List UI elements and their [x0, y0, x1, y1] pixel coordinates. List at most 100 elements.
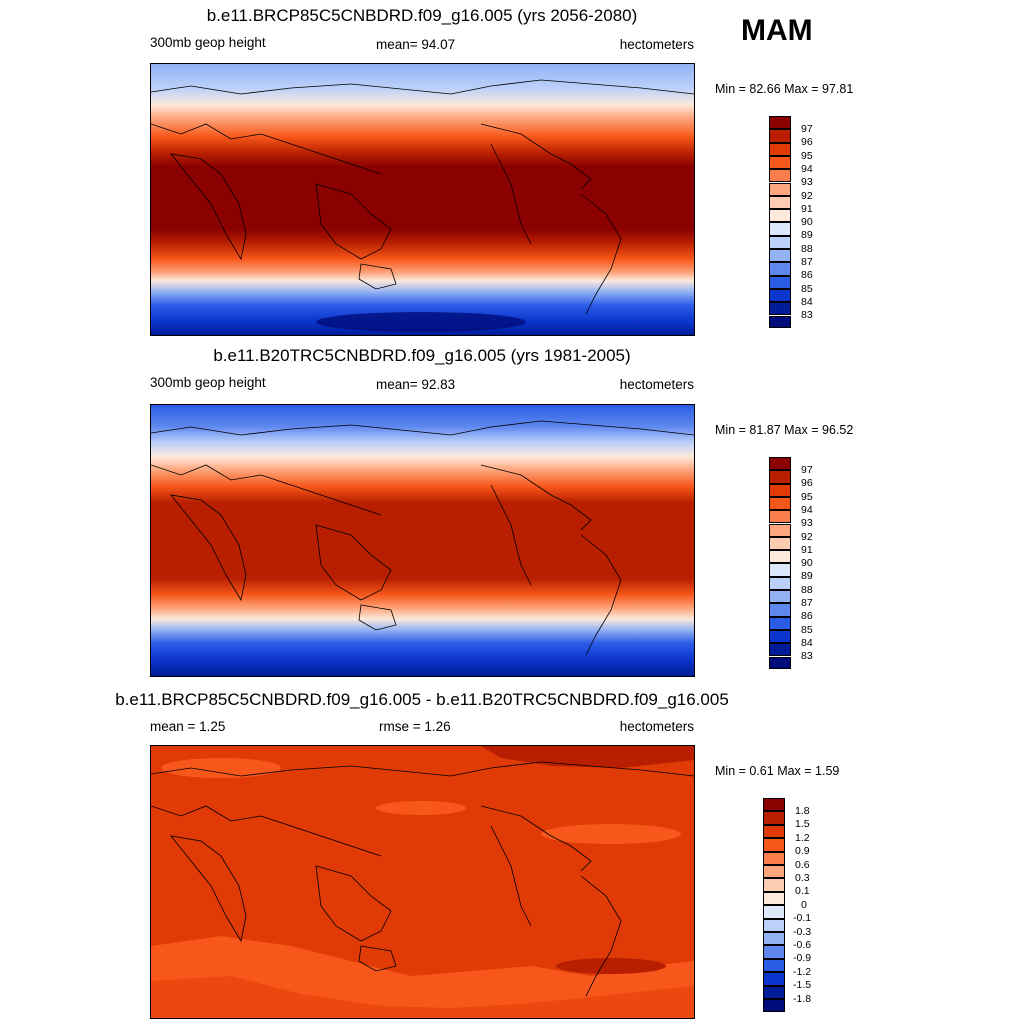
cb2-box-4: [769, 510, 791, 524]
cb2-box-10: [769, 590, 791, 604]
cb1-label-12: 85: [801, 282, 813, 295]
cb3-box-9: [763, 918, 785, 932]
cb3-box-0: [763, 798, 785, 812]
cb2-label-14: 83: [801, 650, 813, 663]
cb2-box-14: [769, 643, 791, 657]
cb3-label-2: 1.2: [795, 831, 810, 844]
panel-2-minmax: Min = 81.87 Max = 96.52: [715, 423, 854, 437]
cb1-box-4: [769, 169, 791, 183]
cb2-label-1: 96: [801, 477, 813, 490]
cb2-label-8: 89: [801, 570, 813, 583]
cb3-box-4: [763, 851, 785, 865]
cb2-box-6: [769, 536, 791, 551]
cb1-box-15: [769, 315, 791, 328]
panel-3-units-label: hectometers: [619, 719, 694, 734]
cb1-label-5: 92: [801, 189, 813, 202]
cb1-label-7: 90: [801, 216, 813, 229]
cb1-label-10: 87: [801, 256, 813, 268]
cb2-box-0: [769, 457, 791, 471]
cb1-box-14: [769, 302, 791, 316]
panel-2-map: [150, 404, 695, 677]
cb2-box-13: [769, 629, 791, 644]
panel-1-map: [150, 63, 695, 336]
cb2-label-10: 87: [801, 597, 813, 609]
cb1-box-9: [769, 235, 791, 249]
cb2-label-13: 84: [801, 636, 813, 649]
cb3-box-8: [763, 905, 785, 919]
panel-3-title: b.e11.BRCP85C5CNBDRD.f09_g16.005 - b.e11…: [115, 690, 729, 709]
cb1-label-4: 93: [801, 176, 813, 189]
cb2-label-6: 91: [801, 543, 813, 556]
panel-1-units-label: hectometers: [619, 37, 694, 52]
cb2-box-2: [769, 483, 791, 497]
cb3-box-1: [763, 811, 785, 825]
cb1-label-14: 83: [801, 309, 813, 322]
cb2-label-9: 88: [801, 583, 813, 596]
cb1-box-0: [769, 116, 791, 130]
cb3-box-12: [763, 958, 785, 973]
cb1-label-9: 88: [801, 242, 813, 255]
cb3-label-11: -0.9: [793, 952, 812, 965]
panel-3-colorbar: 1.8 1.5 1.2 0.9 0.6 0.3 0.1 0 -0.1 -0.3 …: [763, 798, 833, 1012]
cb1-label-6: 91: [801, 202, 813, 215]
cb2-label-12: 85: [801, 623, 813, 636]
panel-3-rmse-label: rmse = 1.26: [379, 719, 451, 734]
cb3-label-9: -0.3: [793, 925, 812, 938]
cb3-box-14: [763, 985, 785, 999]
cb1-box-11: [769, 262, 791, 276]
cb2-label-4: 93: [801, 517, 813, 530]
cb1-box-3: [769, 155, 791, 170]
cb3-label-8: -0.1: [793, 912, 812, 925]
cb1-box-5: [769, 182, 791, 196]
cb1-label-3: 94: [801, 162, 813, 175]
cb1-box-2: [769, 142, 791, 156]
panel-1-variable-label: 300mb geop height: [150, 35, 266, 50]
cb1-box-8: [769, 222, 791, 236]
cb2-box-15: [769, 656, 791, 669]
cb2-box-12: [769, 616, 791, 630]
panel-2-mean-label: mean= 92.83: [376, 377, 456, 392]
cb3-label-10: -0.6: [793, 939, 812, 951]
cb3-box-15: [763, 999, 785, 1012]
cb2-box-8: [769, 563, 791, 577]
panel-2-title: b.e11.B20TRC5CNBDRD.f09_g16.005 (yrs 198…: [213, 346, 631, 365]
cb3-box-7: [763, 891, 785, 906]
cb2-label-11: 86: [801, 610, 813, 623]
cb1-label-2: 95: [801, 149, 813, 162]
cb1-label-1: 96: [801, 136, 813, 149]
cb2-label-0: 97: [801, 464, 813, 476]
cb1-label-13: 84: [801, 295, 813, 308]
cb2-box-11: [769, 603, 791, 617]
cb1-box-7: [769, 209, 791, 223]
cb2-label-5: 92: [801, 530, 813, 543]
panel-1-mean-label: mean= 94.07: [376, 37, 456, 52]
cb2-label-2: 95: [801, 490, 813, 503]
cb2-box-9: [769, 576, 791, 590]
cb2-box-5: [769, 523, 791, 537]
cb1-box-13: [769, 288, 791, 303]
cb3-label-6: 0.1: [795, 885, 810, 898]
cb3-label-3: 0.9: [795, 845, 810, 858]
panel-3-mean-label: mean = 1.25: [150, 719, 226, 734]
cb3-label-5: 0.3: [795, 872, 810, 884]
cb3-label-0: 1.8: [795, 805, 810, 817]
panel-3-map: [150, 745, 695, 1019]
cb2-label-7: 90: [801, 557, 813, 570]
cb3-label-1: 1.5: [795, 818, 810, 831]
cb2-box-1: [769, 470, 791, 484]
cb1-label-0: 97: [801, 123, 813, 135]
cb2-box-7: [769, 550, 791, 564]
cb1-box-6: [769, 195, 791, 210]
cb3-label-7: 0: [801, 898, 807, 911]
panel-1-minmax: Min = 82.66 Max = 97.81: [715, 82, 854, 96]
cb1-label-8: 89: [801, 229, 813, 242]
panel-2-variable-label: 300mb geop height: [150, 375, 266, 390]
panel-2-units-label: hectometers: [619, 377, 694, 392]
cb3-label-4: 0.6: [795, 858, 810, 871]
cb3-box-10: [763, 932, 785, 946]
cb1-box-10: [769, 249, 791, 263]
season-label: MAM: [741, 14, 813, 47]
cb3-box-13: [763, 972, 785, 986]
cb3-label-12: -1.2: [793, 965, 812, 978]
panel-3-minmax: Min = 0.61 Max = 1.59: [715, 764, 840, 778]
